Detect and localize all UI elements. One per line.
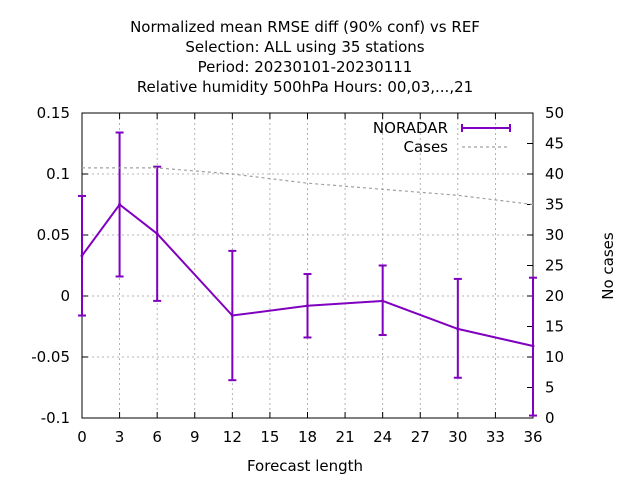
y-tick-label: -0.1 [41,409,70,427]
y2-tick-label: 20 [545,287,564,305]
x-tick-label: 33 [486,428,505,446]
y2-tick-label: 30 [545,226,564,244]
x-tick-label: 15 [260,428,279,446]
y2-tick-label: 0 [545,409,555,427]
x-tick-label: 24 [373,428,392,446]
data-point [306,304,309,308]
y2-tick-label: 40 [545,165,564,183]
x-tick-label: 9 [190,428,200,446]
x-tick-label: 3 [115,428,125,446]
x-tick-label: 6 [152,428,162,446]
y-tick-label: -0.05 [31,348,70,366]
data-point [381,299,385,303]
y-tick-label: 0.05 [37,226,70,244]
y2-tick-label: 45 [545,135,564,153]
x-tick-label: 18 [298,428,317,446]
data-point [230,314,234,318]
y2-tick-label: 25 [545,257,564,275]
x-tick-label: 30 [448,428,467,446]
x-tick-label: 27 [411,428,430,446]
y2-axis-ticks: 0 5 10 15 20 25 30 35 40 45 50 [527,104,564,427]
legend-label: NORADAR [373,119,448,137]
title-line: Relative humidity 500hPa Hours: 00,03,..… [137,78,473,96]
y2-tick-label: 10 [545,348,564,366]
y-tick-label: 0.15 [37,104,70,122]
data-point [80,254,84,258]
data-point [531,344,535,348]
data-point [155,232,159,236]
y-tick-label: 0 [60,287,70,305]
y2-axis-label: No cases [599,232,617,300]
y2-tick-label: 5 [545,379,555,397]
x-axis-label: Forecast length [247,457,363,475]
x-tick-label: 0 [77,428,87,446]
legend-label: Cases [403,138,448,156]
chart-title: Normalized mean RMSE diff (90% conf) vs … [130,18,480,96]
y2-tick-label: 50 [545,104,564,122]
grid [82,113,533,418]
title-line: Selection: ALL using 35 stations [185,38,424,56]
y-tick-label: 0.1 [46,165,70,183]
data-point [456,327,460,331]
series [78,131,537,417]
title-line: Normalized mean RMSE diff (90% conf) vs … [130,18,480,36]
x-tick-label: 21 [336,428,355,446]
x-axis-ticks: 0 3 6 9 12 15 18 21 24 27 30 33 36 [77,113,543,446]
x-tick-label: 12 [223,428,242,446]
y2-tick-label: 35 [545,196,564,214]
data-point [118,203,122,206]
y2-tick-label: 15 [545,318,564,336]
series-line-0 [81,203,534,347]
y-axis-ticks: -0.1 -0.05 0 0.05 0.1 0.15 [31,104,88,427]
title-line: Period: 20230101-20230111 [198,58,413,76]
x-tick-label: 36 [523,428,542,446]
